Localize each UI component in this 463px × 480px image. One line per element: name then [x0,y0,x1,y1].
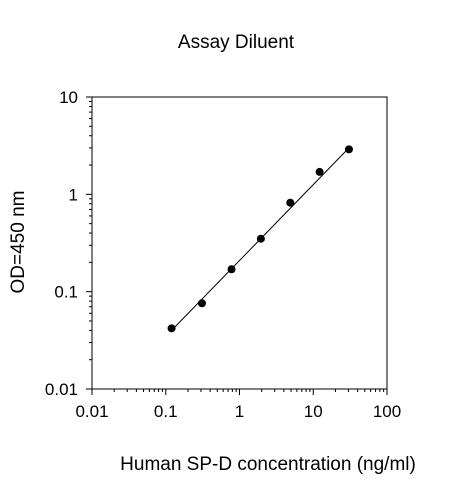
x-tick-label: 10 [304,402,323,421]
x-tick-label: 100 [373,402,401,421]
y-tick-label: 10 [59,88,78,107]
data-point [256,234,265,243]
data-point [227,265,236,274]
plot-frame [91,96,388,390]
y-tick-label: 0.1 [54,283,78,302]
data-point [286,198,295,207]
chart-title: Assay Diluent [178,32,295,53]
y-axis-label: OD=450 nm [8,191,29,294]
data-point [167,324,176,333]
x-axis: 0.01 0.1 1 10 100 [75,389,401,421]
x-tick-label: 1 [235,402,244,421]
y-tick-label: 0.01 [45,380,78,399]
data-point [197,299,206,308]
data-points [167,145,353,333]
x-axis-label: Human SP-D concentration (ng/ml) [120,454,416,475]
y-tick-label: 1 [69,185,78,204]
y-axis: 0.01 0.1 1 10 [45,88,92,399]
x-tick-label: 0.1 [154,402,178,421]
data-point [344,145,353,154]
x-tick-label: 0.01 [75,402,108,421]
data-point [315,167,324,176]
